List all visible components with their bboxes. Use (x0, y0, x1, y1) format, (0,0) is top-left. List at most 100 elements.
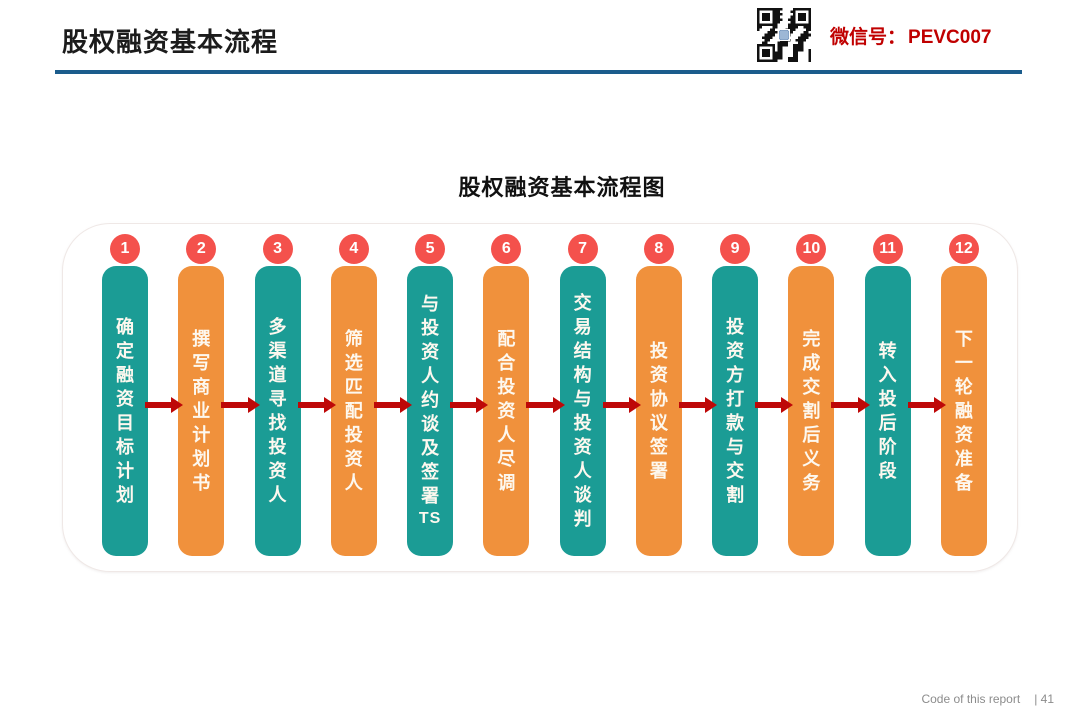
step-label-char: 投 (573, 413, 592, 433)
arrow-shaft (907, 402, 937, 408)
step-label-char: 后 (802, 425, 821, 445)
flow-arrow (677, 397, 718, 413)
flow-arrow (829, 397, 870, 413)
step-label-char: 结 (573, 341, 592, 361)
flow-step-10: 10 完成交割后义务 (788, 234, 835, 556)
step-number-badge: 11 (872, 234, 903, 264)
step-label-char: 下 (954, 329, 973, 349)
qr-center-logo (779, 30, 789, 40)
step-label-char: 资 (116, 389, 134, 409)
step-number-badge: 6 (491, 234, 522, 264)
step-label-char: 定 (116, 341, 134, 361)
diagram-title: 股权融资基本流程图 (458, 175, 666, 200)
step-label-char: 段 (878, 461, 897, 481)
arrow-head (323, 397, 336, 413)
step-label-char: 后 (878, 413, 897, 433)
step-label-char: 轮 (954, 377, 973, 397)
step-label-char: 合 (497, 353, 516, 373)
flow-arrow (372, 397, 413, 413)
footer: Code of this report | 41 (921, 692, 1054, 706)
arrow-head (933, 397, 946, 413)
step-label-char: 资 (649, 365, 668, 385)
step-number-badge: 7 (567, 234, 598, 264)
step-label-char: 约 (421, 390, 440, 410)
step-number-badge: 9 (720, 234, 751, 264)
step-label-char: 目 (116, 413, 134, 433)
step-label-char: 资 (268, 461, 287, 481)
step-bar: 投资协议签署 (635, 266, 682, 556)
step-label-char: 确 (116, 317, 134, 337)
step-bar: 筛选匹配投资人 (330, 266, 377, 556)
step-label-char: 交 (802, 377, 821, 397)
header-divider (55, 70, 1022, 74)
step-label-char: 谈 (573, 485, 592, 505)
arrow-shaft (373, 402, 404, 408)
flow-arrow (143, 397, 184, 413)
step-label-char: 调 (497, 473, 516, 493)
arrow-shaft (145, 402, 175, 408)
step-label-char: 业 (192, 401, 211, 421)
step-label-char: 选 (344, 353, 363, 373)
step-label-char: 与 (421, 294, 440, 314)
step-label-char: 与 (726, 437, 745, 457)
step-label-char: 备 (954, 473, 973, 493)
step-number-badge: 4 (338, 234, 369, 264)
step-label-char: 划 (116, 485, 134, 505)
step-number-badge: 1 (110, 234, 140, 264)
step-label-char: 交 (726, 461, 745, 481)
step-number-badge: 10 (796, 234, 827, 264)
step-label-char: 谈 (421, 414, 440, 434)
step-label-char: 协 (649, 389, 668, 409)
step-label-char: 签 (649, 437, 668, 457)
step-label-char: 一 (954, 353, 973, 373)
arrow-shaft (755, 402, 785, 408)
step-label-char: 尽 (497, 449, 516, 469)
qr-code (757, 8, 811, 62)
arrow-shaft (297, 402, 327, 408)
step-label-char: 完 (802, 329, 821, 349)
step-bar: 交易结构与投资人谈判 (559, 266, 606, 556)
step-label-char: 人 (344, 473, 363, 493)
flow-arrow (753, 397, 794, 413)
step-label-char: 投 (878, 389, 897, 409)
step-label-char: 多 (268, 317, 287, 337)
step-bar: 转入投后阶段 (864, 266, 911, 556)
step-label-char: 匹 (344, 377, 363, 397)
step-label-char: 与 (573, 389, 592, 409)
step-label-char: 渠 (268, 341, 287, 361)
step-label-char: 判 (573, 509, 592, 529)
step-label-char: 资 (344, 449, 363, 469)
arrow-head (247, 397, 260, 413)
step-label-char: 书 (192, 473, 211, 493)
step-label-char: 阶 (878, 437, 897, 457)
step-label-char: 打 (726, 389, 745, 409)
arrow-head (628, 397, 641, 413)
step-label-char: 资 (421, 342, 440, 362)
step-label-char: 投 (344, 425, 363, 445)
arrow-head (705, 397, 718, 413)
step-label-char: 配 (497, 329, 516, 349)
step-label-char: 投 (268, 437, 287, 457)
flow-arrow (601, 397, 641, 413)
step-label-char: 交 (573, 293, 592, 313)
step-number-badge: 2 (186, 234, 217, 264)
step-label-char: 割 (802, 401, 821, 421)
step-label-char: 准 (954, 449, 973, 469)
arrow-shaft (602, 402, 632, 408)
arrow-shaft (221, 402, 251, 408)
step-label-char: 构 (573, 365, 592, 385)
step-label-char: 署 (649, 461, 668, 481)
step-label-char: 计 (192, 425, 211, 445)
step-label-char: 道 (268, 365, 287, 385)
step-label-char: 投 (726, 317, 745, 337)
wechat-id: PEVC007 (908, 27, 992, 48)
page-title: 股权融资基本流程 (62, 27, 279, 57)
